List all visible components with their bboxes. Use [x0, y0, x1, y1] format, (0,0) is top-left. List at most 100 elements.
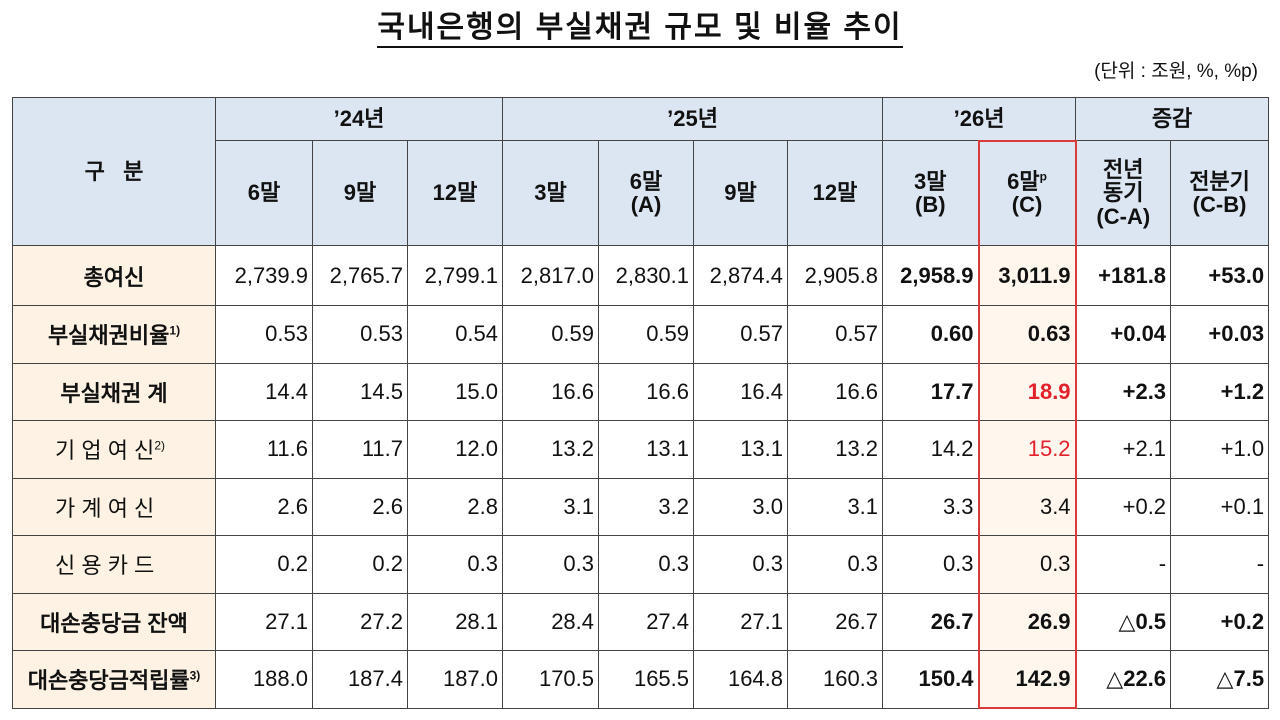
- cell: 13.2: [787, 420, 884, 479]
- cell: 14.2: [882, 420, 980, 479]
- cell: +1.0: [1170, 420, 1270, 479]
- cell: 160.3: [787, 650, 884, 709]
- cell: 2,799.1: [406, 245, 504, 306]
- table-row: 대손충당금 잔액 27.1 27.2 28.1 28.4 27.4 27.1 26.7 26.7…: [12, 592, 1270, 651]
- column-label: 전년 동기: [1103, 157, 1144, 206]
- column-header: 6말p (C): [977, 139, 1077, 246]
- cell: 187.4: [312, 650, 408, 709]
- cell: 2.8: [406, 477, 504, 536]
- cell: △7.5: [1170, 650, 1270, 709]
- row-label: 총여신: [12, 245, 216, 306]
- cell: 27.1: [693, 592, 789, 651]
- corner-cell: 구 분: [12, 97, 216, 246]
- cell: +2.1: [1075, 420, 1172, 479]
- cell: 17.7: [882, 362, 980, 421]
- cell: 0.54: [406, 305, 504, 364]
- cell: 13.1: [693, 420, 789, 479]
- column-sub: (B): [915, 192, 946, 217]
- row-label-text: 신 용 카 드: [55, 553, 155, 579]
- column-header: 6말: [215, 140, 313, 246]
- group-header: ’25년: [502, 97, 884, 141]
- cell: 0.3: [693, 535, 789, 594]
- cell: 15.2: [977, 420, 1077, 479]
- cell: 187.0: [406, 650, 504, 709]
- cell: +53.0: [1170, 245, 1270, 306]
- cell: 2,905.8: [787, 245, 884, 306]
- table-row: 대손충당금적립률3) 188.0 187.4 187.0 170.5 165.5 164.8…: [12, 650, 1270, 709]
- column-sub: (A): [630, 192, 662, 217]
- column-header: 전분기 (C-B): [1170, 140, 1270, 246]
- cell: 3.0: [693, 477, 789, 536]
- cell: 0.63: [977, 305, 1077, 364]
- cell: 2.6: [312, 477, 408, 536]
- cell: 0.59: [598, 305, 695, 364]
- header-row: 구 분 ’24년 ’25년 ’26년 증감: [12, 97, 1270, 246]
- table-row: 부실채권 계 14.4 14.5 15.0 16.6 16.6 16.4 16.6 17.7 18…: [12, 362, 1270, 421]
- row-label: 대손충당금적립률3): [12, 650, 216, 709]
- cell: △0.5: [1075, 592, 1172, 651]
- column-sub: (C): [1011, 192, 1043, 218]
- cell: 0.3: [598, 535, 695, 594]
- cell: 0.57: [693, 305, 789, 364]
- row-label-text: 대손충당금 잔액: [40, 610, 188, 636]
- table-row: 가 계 여 신 2.6 2.6 2.8 3.1 3.2 3.0 3.1 3.3 3.4 +0.2 +0…: [12, 477, 1270, 536]
- row-label-text: 대손충당금적립률: [27, 668, 190, 694]
- column-sub: (C-A): [1096, 203, 1151, 229]
- cell: 16.6: [502, 362, 600, 421]
- cell: 11.6: [215, 420, 313, 479]
- group-header: ’26년: [882, 97, 1077, 141]
- cell: 3.2: [598, 477, 695, 536]
- column-label: 9말: [343, 180, 377, 206]
- row-label-text: 총여신: [83, 264, 145, 290]
- cell: 13.2: [502, 420, 600, 479]
- row-label: 신 용 카 드: [12, 535, 216, 594]
- cell: 2,739.9: [215, 245, 313, 306]
- cell: 14.4: [215, 362, 313, 421]
- cell: 0.3: [406, 535, 504, 594]
- corner-label: 구 분: [84, 158, 144, 184]
- column-label: 전분기: [1189, 168, 1250, 194]
- column-label: 3말: [914, 168, 947, 194]
- cell: 170.5: [502, 650, 600, 709]
- cell: 0.3: [882, 535, 980, 594]
- cell: 0.53: [312, 305, 408, 364]
- column-header: 3말 (B): [882, 140, 980, 246]
- cell: 3.3: [882, 477, 980, 536]
- table-row: 신 용 카 드 0.2 0.2 0.3 0.3 0.3 0.3 0.3 0.3 0.3- -: [12, 535, 1270, 594]
- cell: 26.9: [977, 592, 1077, 651]
- row-label-text: 부실채권비율: [47, 323, 170, 349]
- cell: -: [1170, 535, 1270, 594]
- row-label: 대손충당금 잔액: [12, 592, 216, 651]
- cell: 26.7: [882, 592, 980, 651]
- cell: 12.0: [406, 420, 504, 479]
- column-label: 9말: [724, 180, 757, 206]
- column-sub: (C-B): [1192, 192, 1247, 217]
- row-note: 2): [154, 438, 165, 453]
- row-label-text: 기 업 여 신: [55, 438, 155, 464]
- column-header: 9말: [312, 140, 408, 246]
- column-header: 6말 (A): [598, 140, 695, 246]
- cell: 3,011.9: [977, 245, 1077, 306]
- cell: 3.1: [502, 477, 600, 536]
- cell: 18.9: [977, 362, 1077, 421]
- column-note: p: [1039, 169, 1047, 184]
- column-label: 3말: [534, 180, 567, 206]
- column-header: 9말: [693, 140, 789, 246]
- column-header: 12말: [406, 140, 504, 246]
- cell: 16.4: [693, 362, 789, 421]
- cell: 165.5: [598, 650, 695, 709]
- cell: 0.60: [882, 305, 980, 364]
- cell: 188.0: [215, 650, 313, 709]
- row-note: 1): [169, 323, 181, 338]
- group-header: 증감: [1075, 97, 1270, 141]
- cell: △22.6: [1075, 650, 1172, 709]
- cell: +1.2: [1170, 362, 1270, 421]
- cell: 27.4: [598, 592, 695, 651]
- cell: 2.6: [215, 477, 313, 536]
- column-label: 6말: [247, 180, 281, 206]
- cell: 15.0: [406, 362, 504, 421]
- cell: 0.53: [215, 305, 313, 364]
- table-row: 부실채권비율1) 0.53 0.53 0.54 0.59 0.59 0.57 0.57 0.60…: [12, 305, 1270, 364]
- cell: 0.3: [787, 535, 884, 594]
